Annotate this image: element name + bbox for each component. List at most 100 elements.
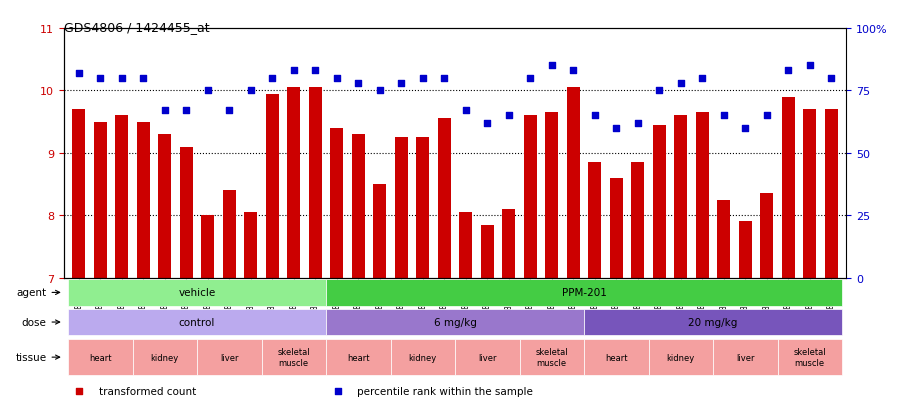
- Bar: [652, 126, 666, 278]
- Point: [416, 76, 430, 82]
- Point: [72, 388, 86, 394]
- Text: heart: heart: [605, 353, 628, 362]
- Point: [179, 108, 194, 114]
- Point: [222, 108, 237, 114]
- FancyBboxPatch shape: [133, 339, 197, 375]
- FancyBboxPatch shape: [455, 339, 520, 375]
- Bar: [438, 119, 450, 278]
- Bar: [201, 216, 214, 278]
- Point: [244, 88, 258, 95]
- Point: [287, 68, 301, 74]
- Bar: [480, 225, 494, 278]
- Point: [372, 88, 387, 95]
- FancyBboxPatch shape: [326, 279, 842, 306]
- Bar: [632, 163, 644, 278]
- FancyBboxPatch shape: [713, 339, 777, 375]
- Bar: [223, 191, 236, 278]
- Bar: [588, 163, 602, 278]
- Bar: [804, 110, 816, 278]
- Point: [738, 125, 753, 132]
- Bar: [180, 147, 193, 278]
- Text: percentile rank within the sample: percentile rank within the sample: [358, 386, 533, 396]
- Text: heart: heart: [89, 353, 112, 362]
- Bar: [824, 110, 838, 278]
- Point: [351, 81, 366, 87]
- Bar: [567, 88, 580, 278]
- Text: kidney: kidney: [151, 353, 179, 362]
- Point: [330, 388, 345, 394]
- Bar: [610, 178, 622, 278]
- Point: [136, 76, 150, 82]
- Point: [716, 113, 731, 119]
- Bar: [502, 209, 515, 278]
- Bar: [330, 128, 343, 278]
- Text: liver: liver: [220, 353, 238, 362]
- Text: tissue: tissue: [15, 352, 60, 362]
- FancyBboxPatch shape: [68, 279, 326, 306]
- Bar: [266, 94, 278, 278]
- Text: vehicle: vehicle: [178, 288, 216, 298]
- Point: [265, 76, 279, 82]
- FancyBboxPatch shape: [390, 339, 455, 375]
- Bar: [136, 122, 150, 278]
- Point: [200, 88, 215, 95]
- Point: [695, 76, 710, 82]
- Point: [760, 113, 774, 119]
- Bar: [352, 135, 365, 278]
- FancyBboxPatch shape: [777, 339, 842, 375]
- Point: [588, 113, 602, 119]
- Bar: [696, 113, 709, 278]
- Point: [72, 71, 86, 77]
- Bar: [717, 200, 730, 278]
- Point: [501, 113, 516, 119]
- Bar: [308, 88, 322, 278]
- Bar: [395, 138, 408, 278]
- Text: agent: agent: [16, 288, 60, 298]
- Point: [115, 76, 129, 82]
- Point: [781, 68, 795, 74]
- Bar: [373, 185, 386, 278]
- FancyBboxPatch shape: [197, 339, 261, 375]
- FancyBboxPatch shape: [68, 339, 133, 375]
- Text: GDS4806 / 1424455_at: GDS4806 / 1424455_at: [64, 21, 209, 33]
- Text: skeletal
muscle: skeletal muscle: [794, 348, 826, 367]
- Text: kidney: kidney: [667, 353, 695, 362]
- Text: 6 mg/kg: 6 mg/kg: [433, 317, 477, 327]
- FancyBboxPatch shape: [520, 339, 584, 375]
- FancyBboxPatch shape: [584, 339, 649, 375]
- Text: skeletal
muscle: skeletal muscle: [535, 348, 568, 367]
- Bar: [94, 122, 106, 278]
- Bar: [116, 116, 128, 278]
- Bar: [460, 213, 472, 278]
- FancyBboxPatch shape: [326, 339, 390, 375]
- Bar: [72, 110, 86, 278]
- Text: heart: heart: [347, 353, 369, 362]
- Point: [437, 76, 451, 82]
- Point: [652, 88, 666, 95]
- FancyBboxPatch shape: [584, 309, 842, 336]
- Point: [329, 76, 344, 82]
- Point: [93, 76, 107, 82]
- FancyBboxPatch shape: [326, 309, 584, 336]
- Point: [824, 76, 838, 82]
- Text: control: control: [178, 317, 215, 327]
- Bar: [244, 213, 258, 278]
- Point: [523, 76, 538, 82]
- Bar: [739, 222, 752, 278]
- Point: [803, 63, 817, 69]
- Point: [157, 108, 172, 114]
- Text: kidney: kidney: [409, 353, 437, 362]
- Text: transformed count: transformed count: [99, 386, 197, 396]
- Point: [480, 120, 494, 127]
- Bar: [158, 135, 171, 278]
- Bar: [524, 116, 537, 278]
- Bar: [760, 194, 774, 278]
- Point: [308, 68, 322, 74]
- Text: liver: liver: [736, 353, 754, 362]
- Bar: [782, 97, 794, 278]
- Point: [673, 81, 688, 87]
- Point: [566, 68, 581, 74]
- FancyBboxPatch shape: [261, 339, 326, 375]
- Point: [631, 120, 645, 127]
- Bar: [416, 138, 430, 278]
